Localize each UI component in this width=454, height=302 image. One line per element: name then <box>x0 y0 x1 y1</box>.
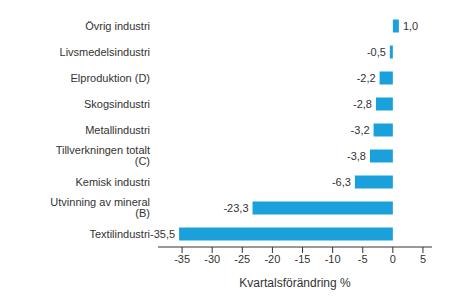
svg-text:Tillverkningen totalt(C): Tillverkningen totalt(C) <box>56 144 150 167</box>
svg-text:Elproduktion (D): Elproduktion (D) <box>71 72 150 84</box>
svg-text:-0,5: -0,5 <box>367 46 386 58</box>
svg-text:-6,3: -6,3 <box>332 176 351 188</box>
svg-text:Metallindustri: Metallindustri <box>85 124 150 136</box>
svg-text:-5: -5 <box>358 253 368 265</box>
svg-text:Textilindustri: Textilindustri <box>89 228 150 240</box>
svg-text:Övrig industri: Övrig industri <box>85 20 150 32</box>
svg-text:Skogsindustri: Skogsindustri <box>84 98 150 110</box>
svg-text:-15: -15 <box>295 253 311 265</box>
svg-text:-3,2: -3,2 <box>351 124 370 136</box>
svg-text:1,0: 1,0 <box>403 20 418 32</box>
svg-text:Kemisk industri: Kemisk industri <box>75 176 150 188</box>
svg-text:-2,2: -2,2 <box>357 72 376 84</box>
svg-text:-20: -20 <box>264 253 280 265</box>
svg-text:Utvinning av mineral(B): Utvinning av mineral(B) <box>50 196 150 219</box>
svg-text:-25: -25 <box>234 253 250 265</box>
svg-text:-35: -35 <box>174 253 190 265</box>
svg-text:Kvartalsförändring %: Kvartalsförändring % <box>239 276 351 290</box>
svg-text:-30: -30 <box>204 253 220 265</box>
svg-text:-10: -10 <box>325 253 341 265</box>
svg-text:-3,8: -3,8 <box>347 150 366 162</box>
svg-text:-2,8: -2,8 <box>353 98 372 110</box>
svg-text:Livsmedelsindustri: Livsmedelsindustri <box>60 46 150 58</box>
svg-text:-23,3: -23,3 <box>223 202 248 214</box>
svg-text:5: 5 <box>420 253 426 265</box>
svg-text:0: 0 <box>390 253 396 265</box>
svg-text:-35,5: -35,5 <box>150 228 175 240</box>
